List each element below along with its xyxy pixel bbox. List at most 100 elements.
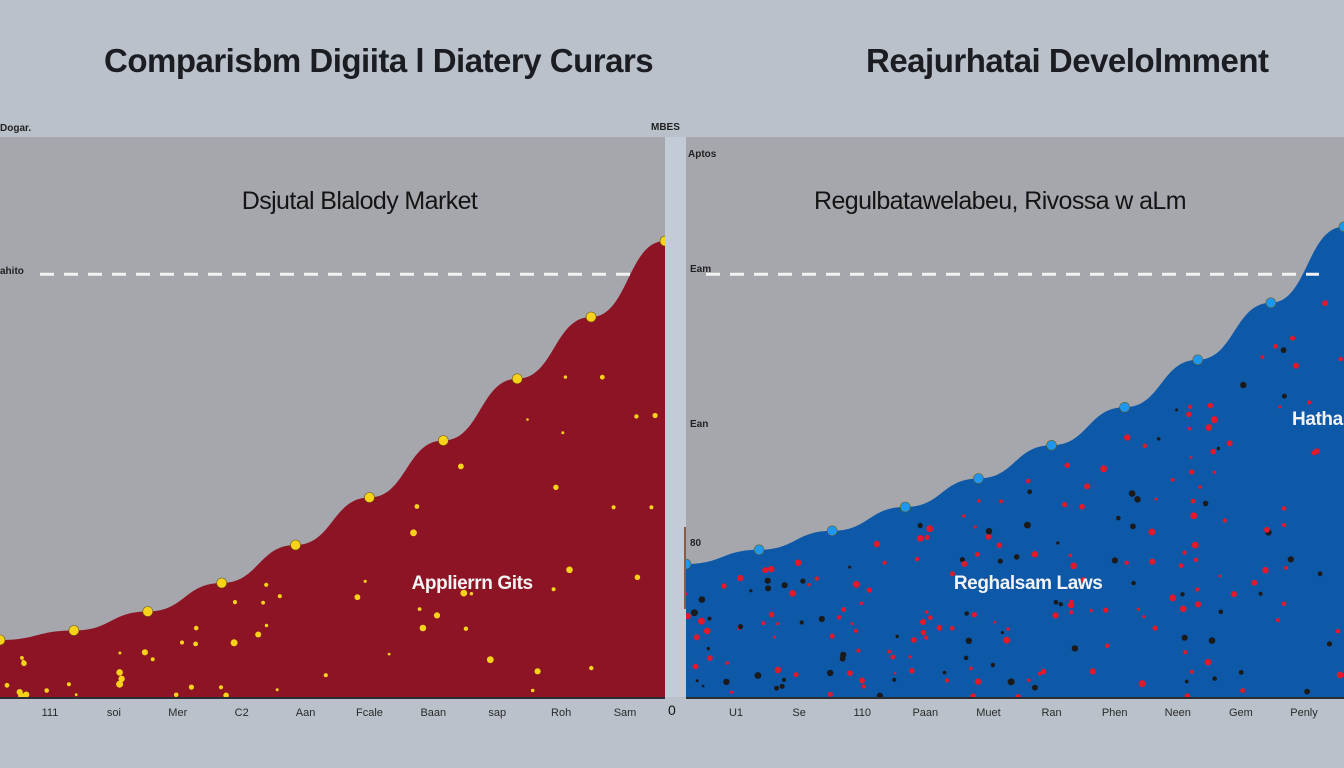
scatter-dot [4, 682, 10, 688]
scatter-dot [1190, 498, 1196, 504]
scatter-dot [1212, 470, 1217, 474]
data-point [438, 435, 449, 446]
scatter-dot [534, 668, 541, 675]
left-chart-title: Comparisbm Digiita l Diatery Curars [104, 42, 654, 79]
scatter-dot [1084, 483, 1091, 490]
scatter-dot [829, 633, 835, 639]
scatter-dot [1006, 627, 1010, 631]
scatter-dot [1189, 456, 1193, 459]
scatter-dot [706, 646, 710, 651]
data-point [826, 525, 838, 537]
scatter-dot [971, 612, 977, 618]
scatter-dot [1116, 515, 1121, 521]
scatter-dot [768, 611, 775, 618]
scatter-dot [1218, 574, 1222, 578]
scatter-dot [1273, 343, 1278, 349]
scatter-dot [794, 559, 802, 566]
scatter-dot [909, 668, 915, 674]
x-tick-label: C2 [235, 707, 249, 719]
scatter-dot [1134, 496, 1141, 503]
scatter-dot [1189, 469, 1195, 475]
series-area-1 [686, 226, 1344, 697]
scatter-dot [1053, 599, 1059, 605]
scatter-dot [789, 590, 796, 597]
scatter-dot [975, 678, 982, 685]
scatter-dot [1208, 637, 1216, 644]
scatter-dot [1218, 609, 1224, 615]
scatter-dot [693, 634, 700, 641]
scatter-dot [1154, 497, 1158, 501]
scatter-dot [1003, 636, 1011, 644]
x-tick-label: Phen [1102, 707, 1128, 719]
data-point [364, 492, 375, 503]
data-point [659, 235, 665, 247]
scatter-dot [1240, 381, 1247, 389]
scatter-dot [836, 615, 842, 620]
scatter-dot [920, 619, 926, 625]
area-annotation-1: Reghalsam Laws [954, 573, 1103, 594]
scatter-dot [1067, 601, 1075, 609]
scatter-dot [634, 414, 639, 419]
scatter-dot [926, 525, 934, 533]
data-point [1265, 297, 1277, 309]
scatter-dot [1131, 580, 1136, 586]
scatter-dot [1195, 587, 1200, 592]
scatter-dot [1240, 688, 1246, 694]
scatter-dot [765, 585, 772, 592]
scatter-dot [697, 617, 705, 625]
scatter-dot [1204, 658, 1212, 666]
scatter-dot [551, 587, 556, 592]
scatter-dot [1231, 591, 1237, 598]
scatter-dot [21, 660, 27, 667]
scatter-dot [469, 592, 474, 596]
scatter-dot [749, 589, 753, 593]
scatter-dot [686, 613, 691, 620]
scatter-dot [1216, 446, 1221, 451]
scatter-dot [150, 657, 155, 662]
scatter-dot [1193, 557, 1199, 562]
scatter-dot [1100, 465, 1108, 473]
scatter-dot [964, 611, 969, 616]
scatter-dot [761, 621, 766, 626]
scatter-dot [44, 688, 49, 693]
data-point [290, 539, 301, 551]
scatter-dot [589, 665, 594, 671]
x-tick-label: Roh [551, 707, 571, 719]
scatter-dot [116, 669, 123, 676]
scatter-dot [973, 525, 977, 529]
scatter-dot [1058, 602, 1063, 607]
scatter-dot [1068, 553, 1072, 557]
scatter-dot [1056, 541, 1060, 545]
scatter-dot [433, 612, 441, 619]
scatter-dot [1210, 448, 1216, 455]
scatter-dot [261, 600, 265, 605]
x-tick-label: U1 [729, 707, 743, 719]
scatter-dot [1182, 550, 1187, 555]
x-tick-label: Se [792, 707, 805, 719]
scatter-dot [985, 528, 993, 535]
scatter-dot [1262, 567, 1269, 574]
scatter-dot [1015, 694, 1021, 697]
scatter-dot [1287, 556, 1294, 563]
scatter-dot [1169, 594, 1177, 602]
scatter-dot [1080, 577, 1087, 583]
scatter-dot [74, 693, 78, 697]
data-point [900, 501, 911, 513]
scatter-dot [959, 557, 965, 563]
scatter-dot [1026, 478, 1031, 484]
x-tick-label: 111 [42, 707, 59, 719]
scatter-dot [1207, 402, 1214, 409]
scatter-dot [920, 629, 927, 636]
scatter-dot [1335, 629, 1341, 634]
scatter-dot [1024, 521, 1031, 529]
area-annotation-0: Applierrn Gits [412, 573, 533, 594]
left-chart-panel: Dsjutal Blalody Market Applierrn Gits [0, 137, 665, 697]
scatter-dot [1027, 489, 1033, 495]
scatter-dot [563, 375, 568, 379]
scatter-dot [764, 577, 771, 584]
scatter-dot [963, 655, 969, 661]
scatter-dot [944, 678, 950, 683]
scatter-dot [118, 675, 125, 682]
x-tick-label: Neen [1165, 707, 1191, 719]
scatter-dot [179, 640, 185, 645]
